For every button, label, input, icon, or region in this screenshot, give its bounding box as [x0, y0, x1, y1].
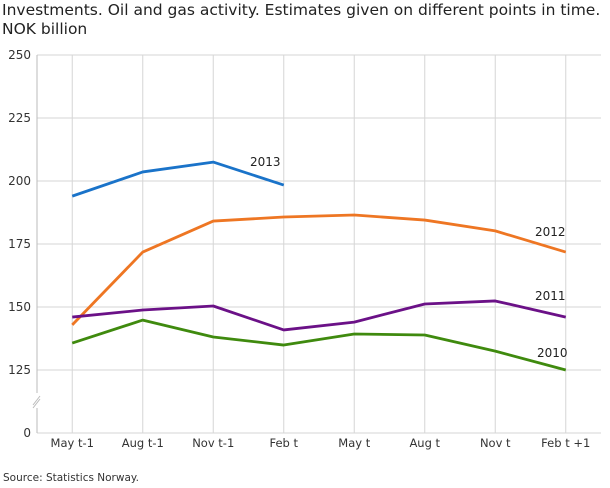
axis-break-mark [32, 398, 41, 409]
x-tick-label: Nov t-1 [192, 436, 234, 450]
series-line-2013 [71, 160, 285, 198]
chart-title: Investments. Oil and gas activity. Estim… [2, 1, 601, 38]
y-tick-label: 0 [23, 426, 31, 440]
x-tick-label: May t-1 [51, 436, 94, 450]
y-tick-label: 200 [8, 174, 31, 188]
axis-break-mark [32, 395, 41, 406]
y-tick-label: 225 [8, 111, 31, 125]
x-tick-label: Feb t +1 [541, 436, 590, 450]
x-tick-label: Aug t [409, 436, 440, 450]
series-label-2013: 2013 [250, 155, 281, 169]
series-label-2010: 2010 [537, 346, 568, 360]
y-tick-label: 175 [8, 237, 31, 251]
y-tick-label: 250 [8, 48, 31, 62]
x-tick-label: Nov t [480, 436, 511, 450]
series-label-2012: 2012 [535, 225, 566, 239]
x-tick-label: May t [338, 436, 370, 450]
x-tick-label: Aug t-1 [122, 436, 164, 450]
series-label-2011: 2011 [535, 289, 566, 303]
series-line-2010 [71, 318, 567, 372]
source-note: Source: Statistics Norway. [3, 472, 139, 484]
y-tick-label: 125 [8, 363, 31, 377]
x-tick-label: Feb t [269, 436, 298, 450]
series-line-2011 [72, 299, 567, 332]
y-tick-label: 150 [8, 300, 31, 314]
series-line-2012 [71, 213, 567, 326]
